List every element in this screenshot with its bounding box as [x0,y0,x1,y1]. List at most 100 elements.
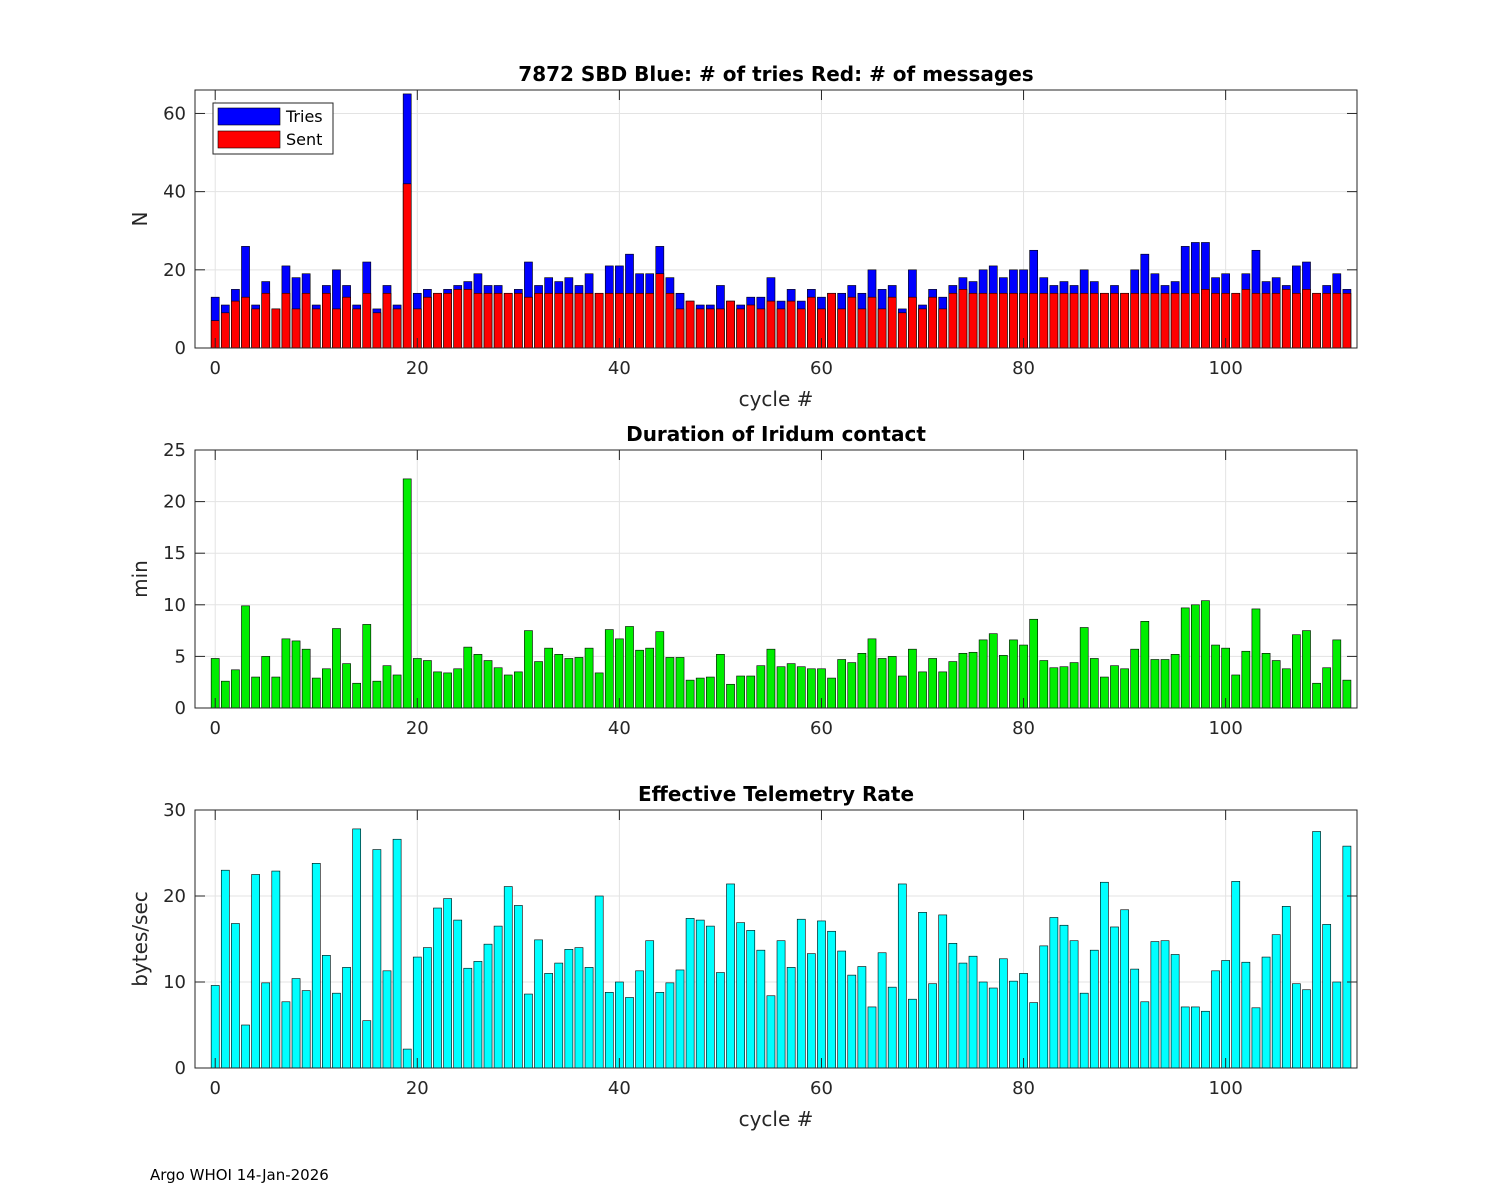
bar [817,920,826,1069]
bar [897,675,907,709]
y-tick-label: 0 [175,698,186,719]
bar [261,656,271,709]
bar-sent [1312,292,1321,349]
bar-sent [1160,292,1170,349]
bar [1130,968,1140,1069]
bar [332,628,341,709]
bar [322,668,331,709]
x-tick-label: 40 [608,718,631,739]
bar-sent [574,292,584,349]
bar [968,651,978,709]
bar-sent [716,308,725,349]
bar [978,639,988,709]
bar [1231,674,1241,709]
bar [322,955,331,1069]
bar [1190,604,1200,709]
bar [655,631,665,709]
bar [544,647,553,709]
bar [342,663,351,709]
bar [1120,909,1129,1069]
bar-sent [1201,289,1210,349]
bar-sent [362,292,372,349]
bar [524,993,533,1069]
bar-sent [988,292,998,349]
bar [837,659,847,709]
bar-sent [1231,292,1241,349]
bar-sent [544,292,553,349]
bar-sent [433,292,442,349]
bar [1150,941,1160,1069]
bar [958,962,968,1069]
bar [655,992,665,1069]
bar [867,638,877,709]
bar-sent [999,292,1008,349]
bar [1261,653,1271,709]
bar [867,1006,877,1069]
bar [1281,906,1291,1069]
bar [635,970,644,1069]
bar-sent [251,308,260,349]
bar-sent [342,296,351,349]
bar [645,940,655,1069]
bar-sent [1322,292,1332,349]
bar [301,990,311,1069]
bar [503,674,513,709]
bar [1332,639,1342,709]
y-tick-label: 20 [163,886,186,907]
bar [999,958,1008,1069]
bar [807,668,816,709]
bar [1221,960,1230,1069]
bar-sent [1170,292,1180,349]
bar [1079,992,1089,1069]
legend: Tries Sent [212,102,334,155]
x-tick-label: 100 [1208,358,1242,379]
bar [1009,980,1018,1069]
bar [988,633,998,709]
bar [736,922,745,1069]
bar [746,675,756,709]
bar [716,654,725,709]
bar-sent [513,292,523,349]
bar [483,943,493,1069]
bar-sent [322,292,331,349]
bar [1342,679,1352,709]
x-axis-label: cycle # [739,387,814,411]
y-axis-label: N [128,212,152,227]
bar-sent [402,183,412,349]
bar [1241,961,1251,1069]
bar [463,646,473,709]
bar [1160,940,1170,1069]
bar [1069,940,1079,1069]
bar-sent [978,292,988,349]
bar [1211,970,1220,1069]
bar [726,883,735,1069]
bar [503,886,513,1069]
bar-sent [291,308,301,349]
bar [584,647,594,709]
y-tick-label: 0 [175,1058,186,1079]
bar [1271,660,1281,709]
bar [311,863,321,1069]
bar-sent [736,308,745,349]
bar-sent [796,308,806,349]
footer-text: Argo WHOI 14-Jan-2026 [150,1166,329,1184]
bar [412,956,422,1069]
bar-sent [332,308,341,349]
bar [705,676,715,709]
bar [604,629,614,709]
bar [897,883,907,1069]
bar [1029,1002,1039,1069]
bar-sent [625,292,634,349]
bar [534,661,543,709]
bar [1019,973,1028,1069]
bar-sent [847,296,857,349]
x-tick-label: 60 [810,1078,833,1099]
bar-sent [241,296,250,349]
y-tick-label: 40 [163,182,186,203]
bar [352,682,362,709]
bar-sent [1292,292,1301,349]
x-tick-label: 20 [406,1078,429,1099]
bar [1292,983,1301,1069]
bar-sent [726,300,735,349]
bar [241,605,250,709]
